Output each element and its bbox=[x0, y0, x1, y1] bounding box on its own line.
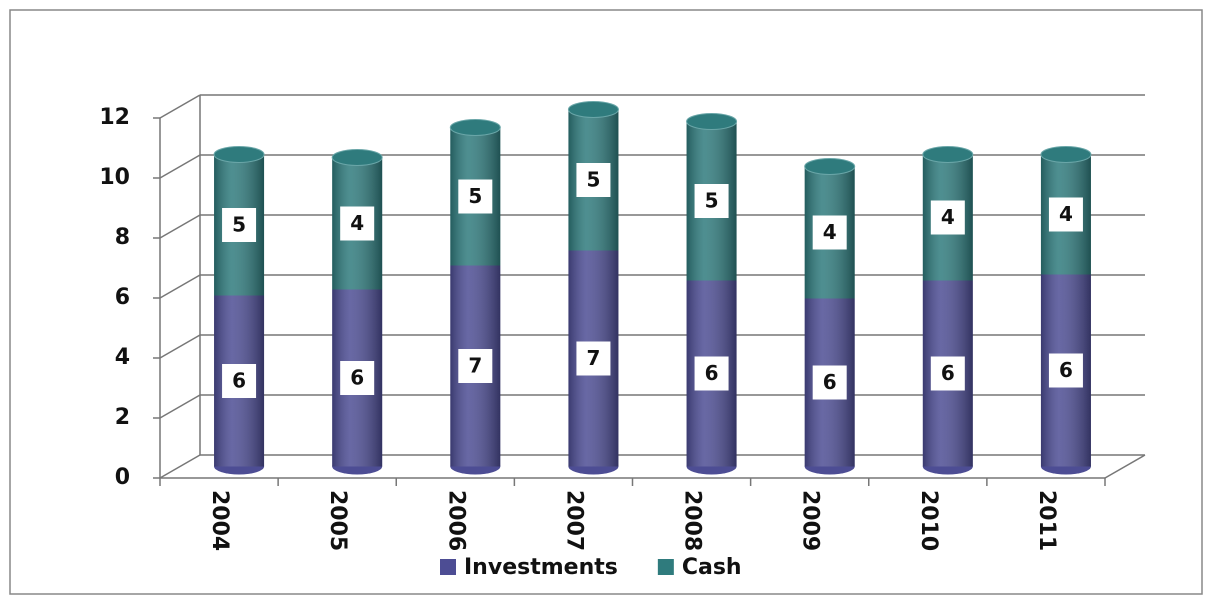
data-label-box bbox=[1048, 353, 1083, 388]
data-label-box bbox=[340, 361, 375, 395]
x-tick-label: 2009 bbox=[798, 490, 823, 551]
data-label: 5 bbox=[586, 168, 600, 192]
data-label: 6 bbox=[1059, 358, 1073, 382]
x-tick-label: 2010 bbox=[916, 490, 941, 551]
grid-line bbox=[159, 394, 201, 419]
grid-line bbox=[159, 94, 201, 119]
data-label: 4 bbox=[941, 205, 955, 229]
grid-line bbox=[159, 454, 201, 479]
floor-edge bbox=[1104, 454, 1146, 479]
data-label: 6 bbox=[823, 370, 837, 394]
data-label: 4 bbox=[1059, 202, 1073, 226]
data-label-box bbox=[222, 364, 257, 398]
cylinder-top bbox=[331, 149, 383, 166]
cylinder-top bbox=[922, 146, 974, 163]
data-label: 5 bbox=[705, 189, 719, 213]
data-label-box bbox=[222, 208, 257, 242]
x-tick-label: 2004 bbox=[207, 490, 232, 551]
legend-label: Cash bbox=[682, 555, 742, 580]
data-label-box bbox=[930, 200, 965, 235]
data-label: 4 bbox=[350, 211, 364, 235]
data-label: 4 bbox=[823, 220, 837, 244]
y-tick-label: 6 bbox=[115, 285, 130, 310]
data-label-box bbox=[576, 341, 611, 376]
legend-swatch bbox=[657, 559, 674, 575]
grid-line bbox=[159, 274, 201, 299]
x-tick-label: 2011 bbox=[1034, 490, 1059, 551]
legend-label: Investments bbox=[464, 555, 618, 580]
data-label-box bbox=[812, 215, 847, 250]
x-tick-label: 2005 bbox=[325, 490, 350, 551]
x-tick-label: 2006 bbox=[443, 490, 468, 551]
y-tick-label: 0 bbox=[115, 465, 130, 490]
cylinder-top bbox=[567, 101, 619, 118]
x-tick-label: 2007 bbox=[561, 490, 586, 551]
data-label-box bbox=[576, 163, 611, 197]
data-label-box bbox=[340, 206, 375, 241]
data-label-box bbox=[694, 356, 729, 391]
cylinder-top bbox=[686, 113, 738, 130]
y-tick-label: 8 bbox=[115, 225, 130, 250]
data-label-box bbox=[930, 356, 965, 391]
data-label: 7 bbox=[468, 354, 482, 378]
y-tick-label: 2 bbox=[115, 405, 130, 430]
y-tick-label: 12 bbox=[99, 105, 130, 130]
chart-border bbox=[9, 9, 1203, 595]
data-label: 5 bbox=[468, 184, 482, 208]
data-label-box bbox=[458, 349, 493, 383]
data-label: 6 bbox=[350, 366, 364, 390]
data-label-box bbox=[694, 184, 729, 218]
cylinder-top bbox=[449, 119, 501, 136]
cylinder-top bbox=[213, 146, 265, 163]
cylinder-top bbox=[1040, 146, 1092, 163]
data-label-box bbox=[458, 179, 493, 214]
x-tick-label: 2008 bbox=[680, 490, 705, 551]
y-tick-label: 4 bbox=[115, 345, 130, 370]
y-tick-label: 10 bbox=[99, 165, 130, 190]
data-label-box bbox=[812, 365, 847, 400]
data-label-box bbox=[1048, 197, 1083, 232]
grid-line bbox=[159, 154, 201, 179]
grid-line bbox=[159, 334, 201, 359]
cylinder-top bbox=[804, 158, 856, 175]
legend-swatch bbox=[440, 559, 456, 575]
data-label: 5 bbox=[232, 213, 246, 237]
data-label: 6 bbox=[705, 361, 719, 385]
data-label: 7 bbox=[586, 346, 600, 370]
data-label: 6 bbox=[941, 361, 955, 385]
data-label: 6 bbox=[232, 369, 246, 393]
grid-line bbox=[159, 214, 201, 239]
